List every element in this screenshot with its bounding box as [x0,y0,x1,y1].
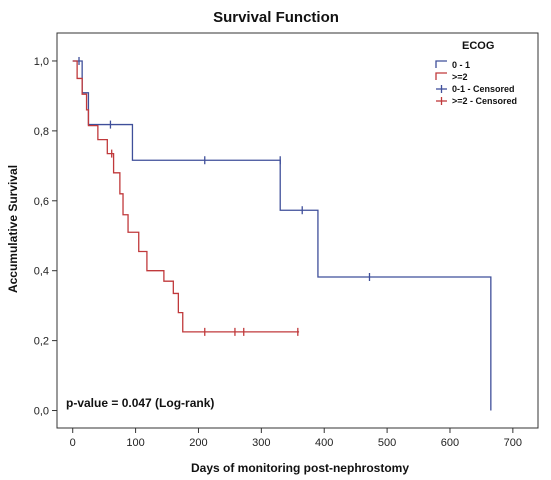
legend-swatch [435,60,447,68]
x-tick-label: 700 [504,437,522,449]
x-tick-label: 400 [315,437,333,449]
x-axis-label: Days of monitoring post-nephrostomy [191,461,409,475]
x-tick-label: 0 [70,437,76,449]
x-tick-label: 500 [378,437,396,449]
legend: ECOG 0 - 1 >=2 0-1 - Censored >=2 - Censore… [435,40,517,106]
y-tick-label: 0,8 [34,126,49,138]
legend-label: 0-1 - Censored [452,84,515,94]
legend-label: >=2 [452,72,468,82]
y-tick-label: 0,4 [34,266,49,278]
axes: 0,0 0,2 0,4 0,6 0,8 1,0 0 100 200 300 400 500 600 700 [34,56,522,449]
legend-swatch [435,72,447,80]
legend-label: >=2 - Censored [452,96,517,106]
survival-curve-ecog-2-plus [72,60,300,333]
y-tick-label: 0,0 [34,406,49,418]
legend-label: 0 - 1 [452,60,470,70]
x-tick-label: 600 [441,437,459,449]
legend-title: ECOG [462,40,494,52]
plot-frame [56,32,539,429]
x-tick-label: 100 [126,437,144,449]
x-tick-label: 300 [252,437,270,449]
chart-title: Survival Function [213,9,339,26]
y-tick-label: 0,6 [34,196,49,208]
y-tick-label: 0,2 [34,336,49,348]
x-tick-label: 200 [189,437,207,449]
survival-curve-ecog-0-1 [72,60,492,411]
series-layer [72,56,492,411]
y-axis-label: Accumulative Survival [6,165,20,293]
y-tick-label: 1,0 [34,56,49,68]
p-value-annotation: p-value = 0.047 (Log-rank) [66,396,214,410]
